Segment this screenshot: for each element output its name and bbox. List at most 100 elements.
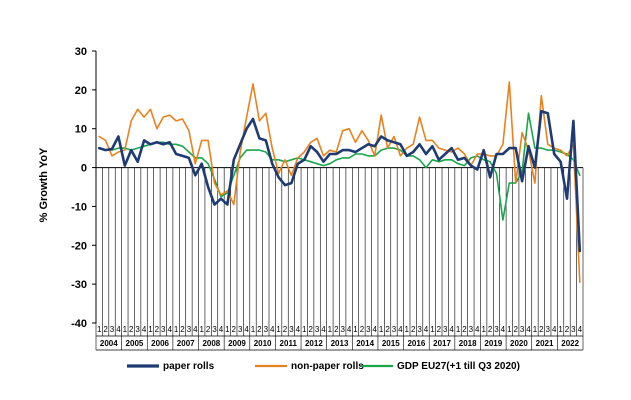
quarter-label: 3 xyxy=(546,325,551,334)
year-label: 2004 xyxy=(100,339,118,348)
quarter-label: 1 xyxy=(481,325,486,334)
y-tick-label: 20 xyxy=(75,85,87,97)
y-tick-label: 10 xyxy=(75,124,87,136)
year-label: 2009 xyxy=(228,339,246,348)
legend-label: non-paper rolls xyxy=(291,361,364,372)
quarter-label: 2 xyxy=(462,325,467,334)
y-tick-label: 30 xyxy=(75,46,87,58)
quarter-label: 3 xyxy=(161,325,166,334)
quarter-label: 2 xyxy=(334,325,339,334)
quarter-label: 2 xyxy=(565,325,570,334)
quarter-label: 1 xyxy=(456,325,461,334)
quarter-label: 4 xyxy=(526,325,531,334)
quarter-label: 2 xyxy=(437,325,442,334)
year-label: 2020 xyxy=(510,339,528,348)
quarter-label: 4 xyxy=(347,325,352,334)
quarter-label: 4 xyxy=(321,325,326,334)
quarter-label: 4 xyxy=(142,325,147,334)
quarter-label: 3 xyxy=(392,325,397,334)
quarter-label: 3 xyxy=(238,325,243,334)
quarter-label: 4 xyxy=(193,325,198,334)
quarter-label: 3 xyxy=(571,325,576,334)
quarter-label: 1 xyxy=(558,325,563,334)
quarter-label: 2 xyxy=(129,325,134,334)
series-lines xyxy=(97,81,582,284)
quarter-label: 4 xyxy=(424,325,429,334)
y-tick-label: 0 xyxy=(81,163,87,175)
year-label: 2017 xyxy=(433,339,451,348)
year-label: 2010 xyxy=(254,339,272,348)
quarter-label: 1 xyxy=(174,325,179,334)
quarter-label: 2 xyxy=(283,325,288,334)
quarter-label: 1 xyxy=(276,325,281,334)
quarter-label: 3 xyxy=(264,325,269,334)
quarter-label: 3 xyxy=(366,325,371,334)
y-axis-label: % Growth YoY xyxy=(38,147,50,222)
quarter-label: 1 xyxy=(328,325,333,334)
y-tick-label: -40 xyxy=(71,318,87,330)
quarter-label: 2 xyxy=(206,325,211,334)
quarter-label: 3 xyxy=(135,325,140,334)
quarter-label: 2 xyxy=(103,325,108,334)
year-label: 2014 xyxy=(356,339,374,348)
quarter-label: 4 xyxy=(552,325,557,334)
quarter-label: 1 xyxy=(251,325,256,334)
quarter-label: 1 xyxy=(148,325,153,334)
quarter-label: 2 xyxy=(180,325,185,334)
quarter-label: 3 xyxy=(494,325,499,334)
y-tick-label: -10 xyxy=(71,201,87,213)
quarter-label: 1 xyxy=(533,325,538,334)
quarter-label: 1 xyxy=(430,325,435,334)
quarter-label: 2 xyxy=(232,325,237,334)
year-label: 2012 xyxy=(305,339,323,348)
y-tick-label: -30 xyxy=(71,279,87,291)
quarter-label: 4 xyxy=(167,325,172,334)
legend-label: paper rolls xyxy=(163,361,215,372)
series-line-paper xyxy=(97,109,582,253)
year-label: 2022 xyxy=(561,339,579,348)
quarter-label: 3 xyxy=(289,325,294,334)
y-axis: 30 20 10 0 -10 -20 -30 -40 xyxy=(71,46,97,330)
quarter-label: 1 xyxy=(225,325,230,334)
year-label: 2006 xyxy=(151,339,169,348)
quarter-label: 3 xyxy=(187,325,192,334)
quarter-label: 4 xyxy=(475,325,480,334)
quarter-label: 1 xyxy=(379,325,384,334)
y-tick-label: -20 xyxy=(71,240,87,252)
legend: paper rolls non-paper rolls GDP EU27(+1 ti… xyxy=(127,361,520,372)
quarter-label: 4 xyxy=(116,325,121,334)
quarter-label: 3 xyxy=(212,325,217,334)
quarter-label: 4 xyxy=(244,325,249,334)
quarter-label: 1 xyxy=(123,325,128,334)
quarter-label: 1 xyxy=(302,325,307,334)
year-label: 2021 xyxy=(536,339,554,348)
quarter-label: 4 xyxy=(501,325,506,334)
quarter-label: 2 xyxy=(411,325,416,334)
quarter-label: 3 xyxy=(417,325,422,334)
quarter-label: 4 xyxy=(270,325,275,334)
quarter-label: 4 xyxy=(219,325,224,334)
quarter-label: 3 xyxy=(520,325,525,334)
quarter-label: 3 xyxy=(469,325,474,334)
quarter-label: 3 xyxy=(110,325,115,334)
quarter-label: 1 xyxy=(353,325,358,334)
quarter-label: 1 xyxy=(405,325,410,334)
year-label: 2013 xyxy=(331,339,349,348)
quarter-label: 1 xyxy=(507,325,512,334)
quarter-label: 1 xyxy=(97,325,102,334)
quarter-label: 2 xyxy=(513,325,518,334)
quarter-label: 2 xyxy=(488,325,493,334)
year-label: 2019 xyxy=(484,339,502,348)
quarter-label: 4 xyxy=(373,325,378,334)
quarter-label: 2 xyxy=(539,325,544,334)
year-label: 2008 xyxy=(202,339,220,348)
quarter-label: 2 xyxy=(257,325,262,334)
year-label: 2016 xyxy=(407,339,425,348)
quarter-label: 3 xyxy=(443,325,448,334)
quarter-label: 4 xyxy=(296,325,301,334)
year-label: 2011 xyxy=(280,339,298,348)
year-label: 2005 xyxy=(126,339,144,348)
series-line-non-paper xyxy=(98,81,581,284)
